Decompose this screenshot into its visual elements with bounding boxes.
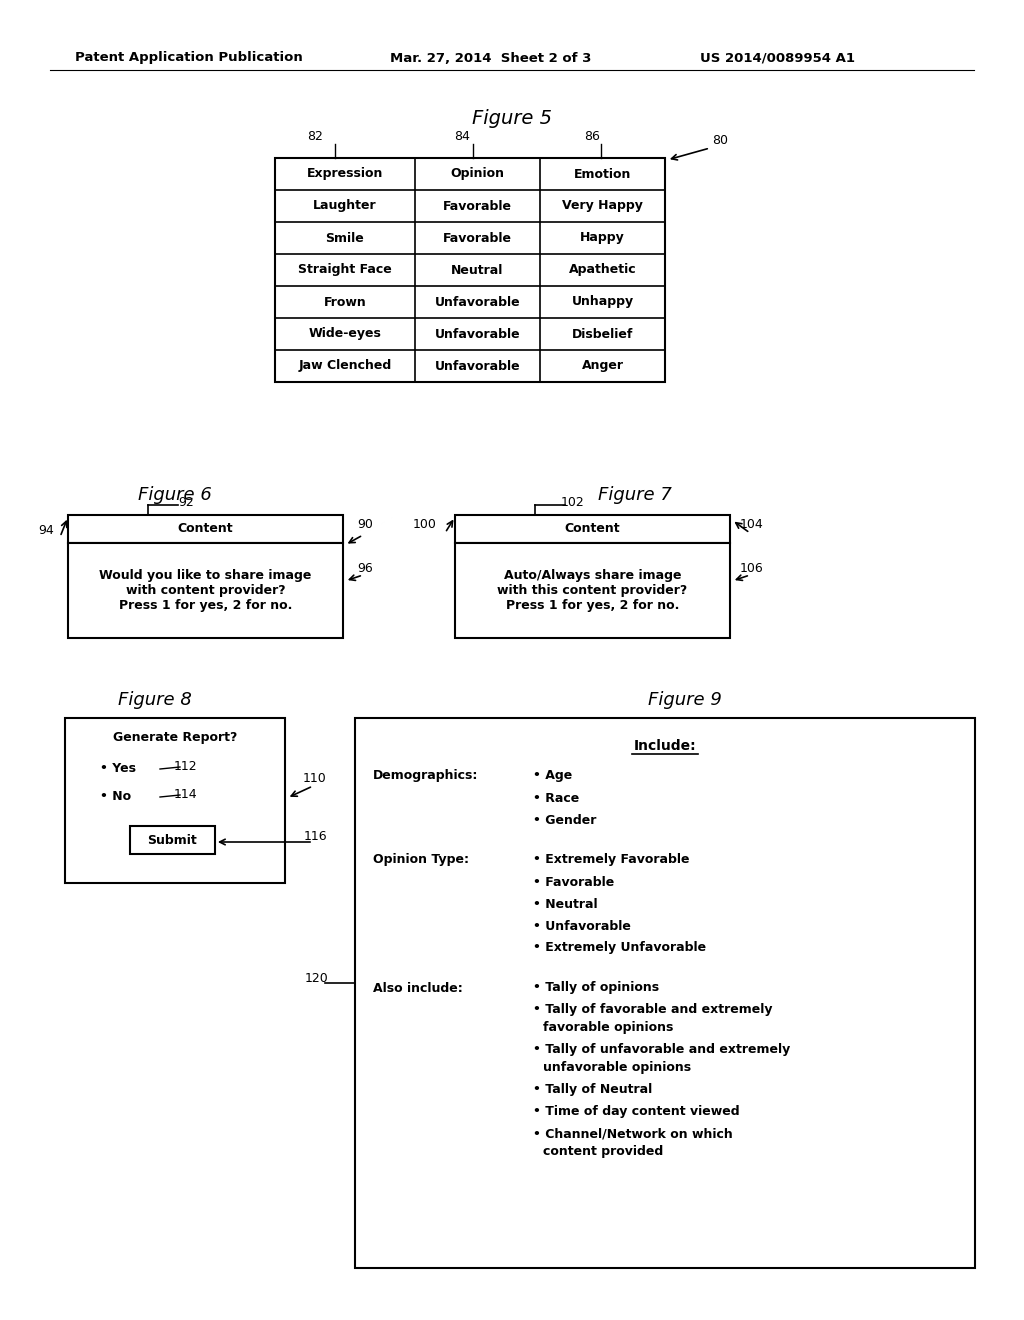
Text: • Favorable: • Favorable bbox=[534, 875, 614, 888]
Text: Happy: Happy bbox=[581, 231, 625, 244]
Text: content provided: content provided bbox=[543, 1146, 664, 1159]
Text: • Race: • Race bbox=[534, 792, 580, 804]
Text: 92: 92 bbox=[178, 496, 194, 510]
Text: • Time of day content viewed: • Time of day content viewed bbox=[534, 1106, 739, 1118]
Text: Patent Application Publication: Patent Application Publication bbox=[75, 51, 303, 65]
Text: • Tally of opinions: • Tally of opinions bbox=[534, 982, 659, 994]
Text: Figure 9: Figure 9 bbox=[648, 690, 722, 709]
Text: Anger: Anger bbox=[582, 359, 624, 372]
Text: favorable opinions: favorable opinions bbox=[543, 1022, 674, 1035]
Text: Unfavorable: Unfavorable bbox=[434, 327, 520, 341]
Text: • Extremely Unfavorable: • Extremely Unfavorable bbox=[534, 941, 707, 954]
Text: 96: 96 bbox=[357, 561, 373, 574]
Text: • Extremely Favorable: • Extremely Favorable bbox=[534, 854, 689, 866]
Bar bbox=[65, 718, 285, 883]
Text: 112: 112 bbox=[173, 759, 197, 772]
Text: 102: 102 bbox=[561, 496, 585, 510]
Text: Disbelief: Disbelief bbox=[571, 327, 633, 341]
Text: Include:: Include: bbox=[634, 739, 696, 752]
Text: Figure 7: Figure 7 bbox=[598, 486, 672, 504]
Bar bbox=[455, 515, 730, 543]
Bar bbox=[68, 515, 343, 543]
Text: Mar. 27, 2014  Sheet 2 of 3: Mar. 27, 2014 Sheet 2 of 3 bbox=[390, 51, 592, 65]
Text: Generate Report?: Generate Report? bbox=[113, 731, 238, 744]
Text: Unfavorable: Unfavorable bbox=[434, 359, 520, 372]
Text: Figure 5: Figure 5 bbox=[472, 108, 552, 128]
Text: 116: 116 bbox=[303, 829, 327, 842]
Text: • Channel/Network on which: • Channel/Network on which bbox=[534, 1127, 733, 1140]
Text: Wide-eyes: Wide-eyes bbox=[308, 327, 381, 341]
Text: Emotion: Emotion bbox=[573, 168, 631, 181]
Text: • Yes: • Yes bbox=[100, 762, 136, 775]
Text: 94: 94 bbox=[38, 524, 54, 536]
Text: Would you like to share image
with content provider?
Press 1 for yes, 2 for no.: Would you like to share image with conte… bbox=[99, 569, 311, 612]
Bar bbox=[68, 543, 343, 638]
Text: Figure 6: Figure 6 bbox=[138, 486, 212, 504]
Bar bbox=[355, 718, 975, 1269]
Text: Figure 8: Figure 8 bbox=[118, 690, 191, 709]
Text: Demographics:: Demographics: bbox=[373, 770, 478, 783]
Text: Unfavorable: Unfavorable bbox=[434, 296, 520, 309]
Text: • No: • No bbox=[100, 789, 131, 803]
Text: unfavorable opinions: unfavorable opinions bbox=[543, 1061, 691, 1074]
Text: Favorable: Favorable bbox=[443, 231, 512, 244]
Text: Content: Content bbox=[564, 523, 621, 536]
Text: Smile: Smile bbox=[326, 231, 365, 244]
Text: 82: 82 bbox=[307, 129, 323, 143]
Text: 106: 106 bbox=[740, 561, 764, 574]
Text: US 2014/0089954 A1: US 2014/0089954 A1 bbox=[700, 51, 855, 65]
Text: 100: 100 bbox=[413, 519, 437, 532]
Text: Opinion: Opinion bbox=[451, 168, 505, 181]
Bar bbox=[130, 826, 215, 854]
Bar bbox=[455, 543, 730, 638]
Text: • Tally of Neutral: • Tally of Neutral bbox=[534, 1084, 652, 1097]
Text: 84: 84 bbox=[455, 129, 470, 143]
Text: Laughter: Laughter bbox=[313, 199, 377, 213]
Text: 110: 110 bbox=[303, 771, 327, 784]
Text: • Neutral: • Neutral bbox=[534, 898, 598, 911]
Text: • Gender: • Gender bbox=[534, 813, 596, 826]
Text: 120: 120 bbox=[305, 972, 329, 985]
Text: 90: 90 bbox=[357, 519, 373, 532]
Text: • Tally of unfavorable and extremely: • Tally of unfavorable and extremely bbox=[534, 1044, 791, 1056]
Text: • Age: • Age bbox=[534, 770, 572, 783]
Text: Apathetic: Apathetic bbox=[568, 264, 636, 276]
Text: Very Happy: Very Happy bbox=[562, 199, 643, 213]
Text: Neutral: Neutral bbox=[452, 264, 504, 276]
Text: Auto/Always share image
with this content provider?
Press 1 for yes, 2 for no.: Auto/Always share image with this conten… bbox=[498, 569, 688, 612]
Text: Straight Face: Straight Face bbox=[298, 264, 392, 276]
Text: • Unfavorable: • Unfavorable bbox=[534, 920, 631, 932]
Text: Submit: Submit bbox=[147, 833, 197, 846]
Text: Content: Content bbox=[178, 523, 233, 536]
Text: Unhappy: Unhappy bbox=[571, 296, 634, 309]
Text: 80: 80 bbox=[712, 133, 728, 147]
Text: Frown: Frown bbox=[324, 296, 367, 309]
Text: • Tally of favorable and extremely: • Tally of favorable and extremely bbox=[534, 1003, 772, 1016]
Text: 104: 104 bbox=[740, 519, 764, 532]
Bar bbox=[275, 158, 665, 381]
Text: Jaw Clenched: Jaw Clenched bbox=[298, 359, 391, 372]
Text: Favorable: Favorable bbox=[443, 199, 512, 213]
Text: Opinion Type:: Opinion Type: bbox=[373, 854, 469, 866]
Text: 86: 86 bbox=[585, 129, 600, 143]
Text: Also include:: Also include: bbox=[373, 982, 463, 994]
Text: Expression: Expression bbox=[307, 168, 383, 181]
Text: 114: 114 bbox=[173, 788, 197, 800]
